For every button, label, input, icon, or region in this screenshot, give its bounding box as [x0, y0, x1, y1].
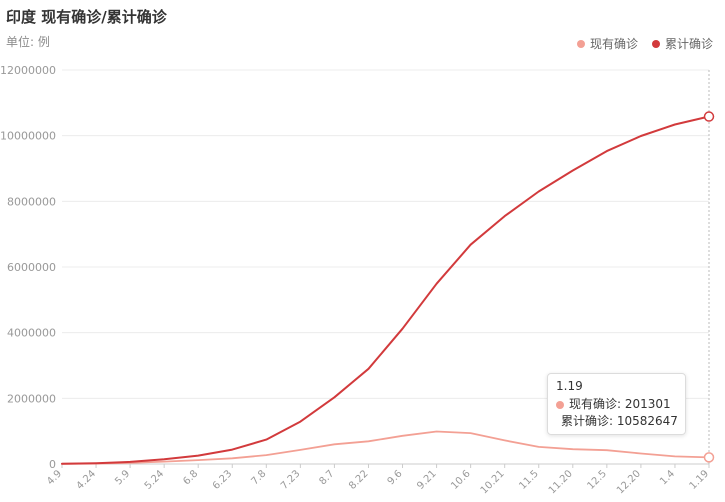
x-tick-label-16: 12.5 [585, 468, 609, 492]
tooltip-active-text: 现有确诊: 201301 [569, 397, 671, 411]
y-tick-label-4: 8000000 [7, 195, 56, 208]
x-tick-label-8: 8.7 [318, 468, 337, 487]
unit-label: 单位: 例 [6, 35, 50, 49]
y-tick-label-3: 6000000 [7, 261, 56, 274]
x-tick-label-11: 9.21 [415, 468, 439, 492]
x-tick-label-0: 4.9 [45, 468, 64, 487]
series-line-0 [61, 430, 710, 465]
x-tick-label-1: 4.24 [75, 468, 99, 492]
legend-active-dot [576, 39, 585, 48]
x-tick-label-19: 1.19 [688, 468, 712, 492]
legend-cumulative-label: 累计确诊 [664, 37, 713, 51]
x-tick-label-17: 12.20 [615, 468, 643, 496]
legend-item-cumulative[interactable]: 累计确诊 [651, 35, 713, 52]
tooltip: 1.19 现有确诊: 201301 累计确诊: 10582647 [547, 373, 686, 435]
legend-item-active[interactable]: 现有确诊 [576, 35, 638, 52]
legend-active-label: 现有确诊 [589, 37, 638, 51]
tooltip-row-cumulative: 累计确诊: 10582647 [556, 413, 678, 430]
x-tick-label-18: 1.4 [658, 468, 677, 487]
x-tick-label-9: 8.22 [347, 468, 371, 492]
x-tick-label-2: 5.9 [113, 468, 132, 487]
x-tick-label-3: 5.24 [143, 468, 167, 492]
x-tick-label-6: 7.8 [249, 468, 268, 487]
x-tick-label-13: 10.21 [479, 468, 507, 496]
x-tick-label-4: 6.8 [181, 468, 200, 487]
x-tick-label-14: 11.5 [517, 468, 541, 492]
tooltip-date: 1.19 [556, 379, 583, 393]
legend-cumulative-dot [651, 39, 660, 48]
tooltip-active-dot [556, 400, 564, 409]
chart-title: 印度 现有确诊/累计确诊 [6, 8, 167, 26]
y-tick-label-0: 0 [49, 458, 56, 471]
series-line-1 [61, 115, 710, 465]
x-tick-label-5: 6.23 [211, 468, 235, 492]
series-0-point-highlight [703, 452, 715, 463]
x-tick-label-15: 11.20 [547, 468, 575, 496]
x-tick-label-7: 7.23 [279, 468, 303, 492]
x-tick-label-12: 10.6 [449, 468, 473, 492]
series-1-point-highlight [703, 111, 715, 122]
tooltip-cumulative-text: 累计确诊: 10582647 [561, 414, 678, 428]
x-tick-label-10: 9.6 [386, 468, 405, 487]
y-tick-label-2: 4000000 [7, 327, 56, 340]
y-tick-label-5: 10000000 [0, 130, 56, 143]
tooltip-row-active: 现有确诊: 201301 [556, 396, 677, 413]
y-tick-label-1: 2000000 [7, 392, 56, 405]
y-tick-label-6: 12000000 [0, 64, 56, 77]
legend: 现有确诊 累计确诊 [576, 35, 713, 52]
